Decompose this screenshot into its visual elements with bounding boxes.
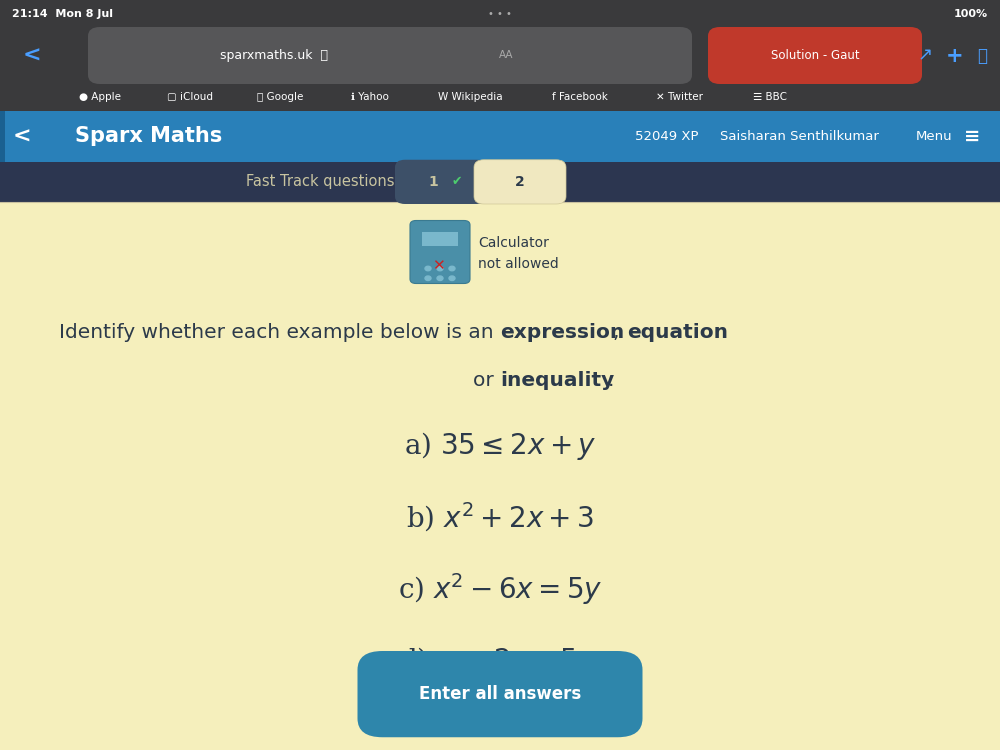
Bar xyxy=(0,28,1000,82)
Text: 52049 XP: 52049 XP xyxy=(635,130,698,143)
Text: 21:14  Mon 8 Jul: 21:14 Mon 8 Jul xyxy=(12,9,113,20)
Text: a) $35 \leq 2x + y$: a) $35 \leq 2x + y$ xyxy=(404,430,596,462)
Text: Fast Track questions: Fast Track questions xyxy=(246,175,395,190)
Text: ⓖ Google: ⓖ Google xyxy=(257,92,303,102)
Text: c) $x^2 - 6x = 5y$: c) $x^2 - 6x = 5y$ xyxy=(398,571,602,607)
Text: ↗: ↗ xyxy=(917,46,933,64)
Bar xyxy=(0,111,1000,162)
Text: 2: 2 xyxy=(515,175,525,189)
Text: 1: 1 xyxy=(429,175,439,189)
Text: inequality: inequality xyxy=(500,370,614,390)
Text: ,: , xyxy=(613,323,626,343)
Text: <: < xyxy=(13,127,31,146)
FancyBboxPatch shape xyxy=(88,27,692,84)
Bar xyxy=(0,202,1000,750)
FancyBboxPatch shape xyxy=(395,160,487,204)
Text: Saisharan Senthilkumar: Saisharan Senthilkumar xyxy=(720,130,879,143)
FancyBboxPatch shape xyxy=(410,220,470,284)
Text: equation: equation xyxy=(627,323,728,343)
Text: ✔: ✔ xyxy=(452,176,462,188)
Text: ✕ Twitter: ✕ Twitter xyxy=(656,92,704,102)
Text: Menu: Menu xyxy=(916,130,953,143)
Text: ☰ BBC: ☰ BBC xyxy=(753,92,787,102)
Text: ▢ iCloud: ▢ iCloud xyxy=(167,92,213,102)
Bar xyxy=(422,232,458,246)
Circle shape xyxy=(437,266,443,271)
Text: Enter all answers: Enter all answers xyxy=(419,686,581,703)
FancyBboxPatch shape xyxy=(708,27,922,84)
Circle shape xyxy=(437,276,443,280)
Text: or: or xyxy=(473,370,500,390)
FancyBboxPatch shape xyxy=(474,160,566,204)
Text: 100%: 100% xyxy=(954,9,988,20)
Text: AA: AA xyxy=(499,50,513,61)
Text: f Facebook: f Facebook xyxy=(552,92,608,102)
Text: Identify whether each example below is an: Identify whether each example below is a… xyxy=(59,323,500,343)
Circle shape xyxy=(425,276,431,280)
Text: sparxmaths.uk  🔒: sparxmaths.uk 🔒 xyxy=(220,49,328,62)
Text: Solution - Gaut: Solution - Gaut xyxy=(771,49,859,62)
Text: W Wikipedia: W Wikipedia xyxy=(438,92,502,102)
Text: ℹ Yahoo: ℹ Yahoo xyxy=(351,92,389,102)
Text: .: . xyxy=(608,370,614,390)
Bar xyxy=(0,111,5,162)
Text: ✕: ✕ xyxy=(432,258,444,273)
Text: <: < xyxy=(23,46,41,65)
FancyBboxPatch shape xyxy=(358,651,642,737)
Circle shape xyxy=(449,266,455,271)
Text: d) $w - 2z > 5w$: d) $w - 2z > 5w$ xyxy=(399,645,601,675)
Bar xyxy=(0,162,1000,202)
Circle shape xyxy=(425,266,431,271)
Bar xyxy=(0,0,1000,28)
Text: ⧈: ⧈ xyxy=(977,46,987,64)
Text: ≡: ≡ xyxy=(964,127,980,146)
Text: Sparx Maths: Sparx Maths xyxy=(75,127,222,146)
Text: ● Apple: ● Apple xyxy=(79,92,121,102)
Text: • • •: • • • xyxy=(488,9,512,20)
Text: b) $x^2 + 2x + 3$: b) $x^2 + 2x + 3$ xyxy=(406,501,594,534)
Text: +: + xyxy=(946,46,964,65)
Bar xyxy=(0,82,1000,111)
Text: expression: expression xyxy=(500,323,624,343)
Text: not allowed: not allowed xyxy=(478,257,559,271)
Circle shape xyxy=(449,276,455,280)
Text: Calculator: Calculator xyxy=(478,236,549,250)
